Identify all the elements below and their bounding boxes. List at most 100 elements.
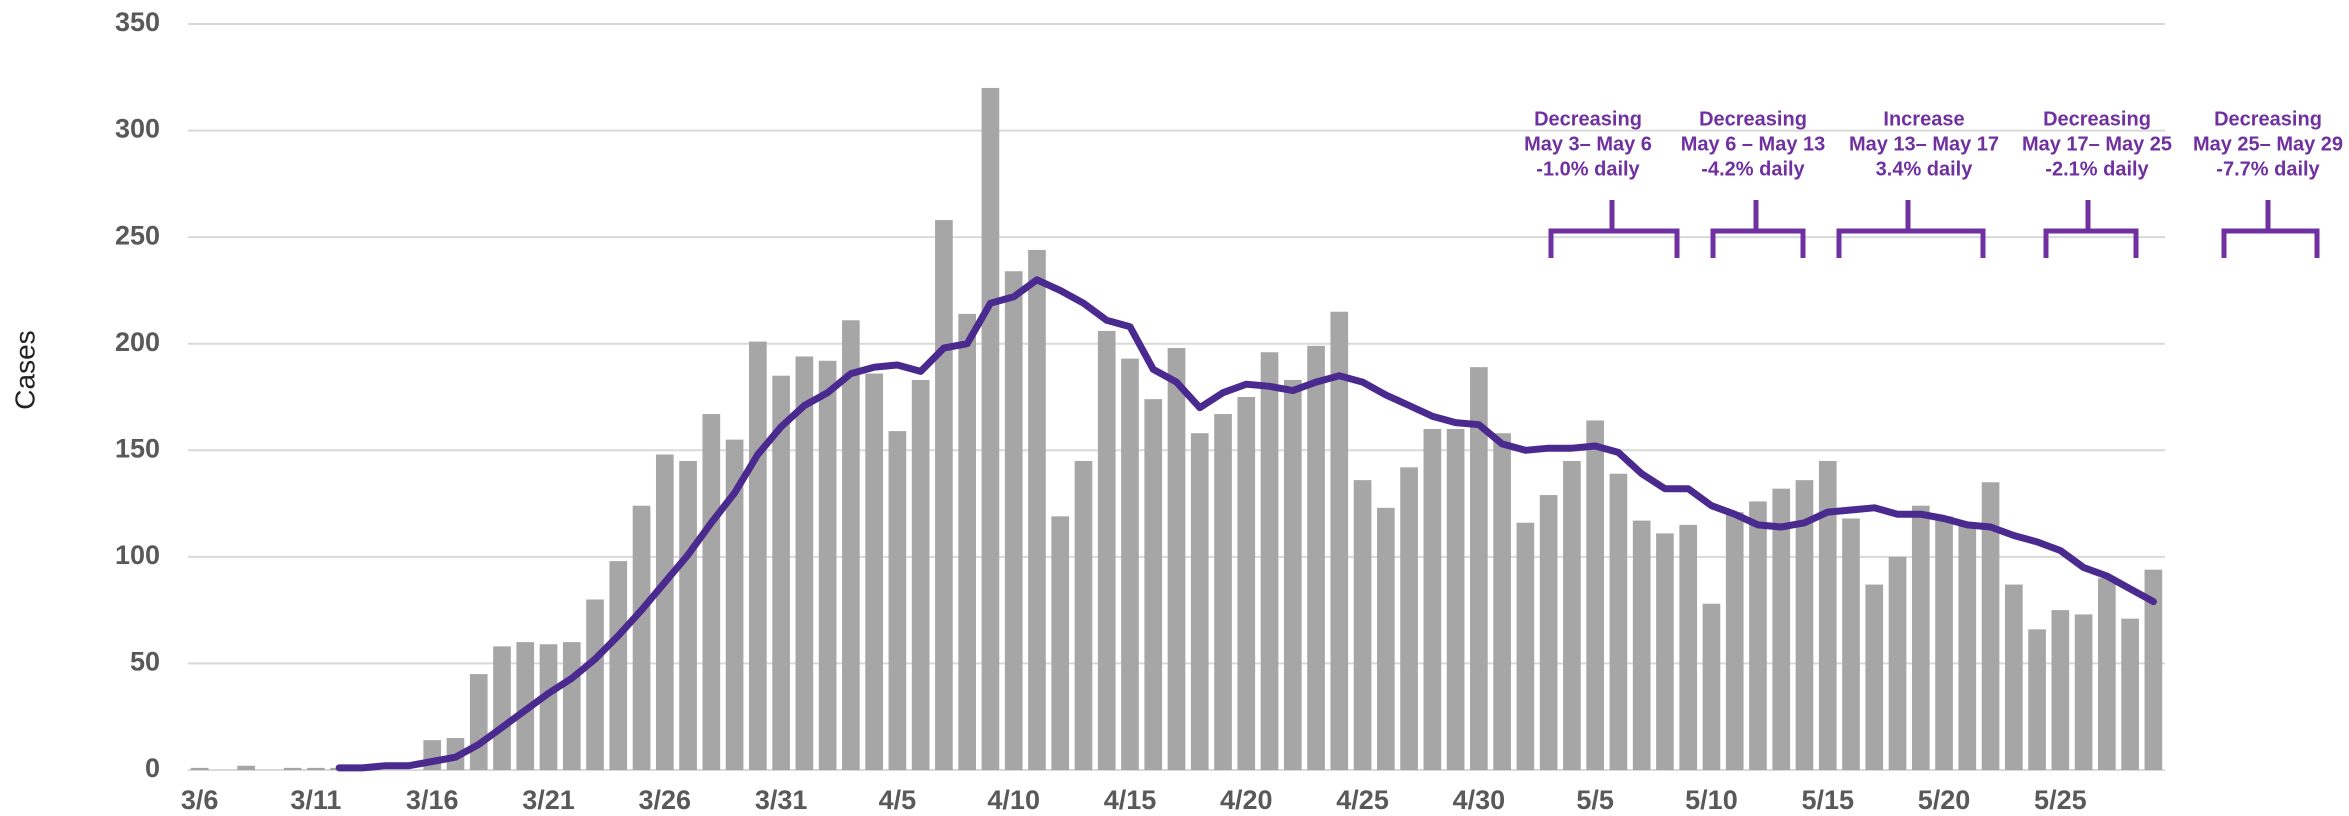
x-tick-label: 3/11 [290,785,341,815]
bar [958,313,977,770]
x-tick-label: 4/25 [1336,785,1389,815]
bar [2051,610,2070,770]
y-tick-label: 0 [145,753,160,783]
bar [539,644,558,770]
annotation-text: May 13– May 17 [1849,133,1999,155]
annotation-text: Decreasing [1699,108,1807,130]
bar [1493,433,1511,770]
annotation-text: May 3– May 6 [1524,133,1652,155]
bar [2028,629,2046,770]
bar [702,414,721,770]
bar [1632,520,1651,770]
bracket [1836,200,1986,258]
bar [1353,480,1372,770]
bar [1097,330,1116,770]
bar [1981,482,2000,770]
bar [1911,505,1930,770]
y-tick-label: 100 [115,540,160,570]
bar [772,375,790,770]
bar [1004,271,1023,770]
x-tick-label: 5/25 [2034,785,2087,815]
bar [2074,614,2093,770]
bar [935,220,953,770]
bar [1842,518,1860,770]
bar [1539,495,1558,770]
bar [1795,480,1814,770]
y-tick-label: 350 [115,7,160,37]
bar [1190,433,1209,770]
bar [2144,569,2163,770]
annotation-text: -7.7% daily [2216,158,2320,180]
bracket [1548,200,1680,258]
bar [2098,578,2116,770]
bar [1586,420,1604,770]
bar [1330,311,1349,770]
bar [190,767,209,770]
bar [911,379,930,770]
annotation-text: May 6 – May 13 [1681,133,1826,155]
bar [725,439,744,770]
annotation-text: -1.0% daily [1536,158,1640,180]
y-tick-label: 200 [115,327,160,357]
x-tick-label: 4/30 [1453,785,1506,815]
bar [1028,249,1046,771]
y-tick-label: 50 [130,647,160,677]
annotation-text: -2.1% daily [2045,158,2149,180]
x-tick-label: 5/20 [1918,785,1971,815]
bar [981,87,1000,770]
bar [632,505,651,770]
bar [609,561,628,770]
bar [1865,584,1884,770]
x-tick-label: 3/31 [755,785,808,815]
bar [655,454,674,770]
bar [307,767,325,770]
x-tick-label: 3/26 [639,785,692,815]
bar [1958,522,1977,770]
bar [1749,501,1767,770]
bar [749,341,767,770]
x-tick-label: 3/16 [406,785,459,815]
bar [795,356,814,770]
bracket [1710,200,1806,258]
bar [1260,352,1279,770]
x-tick-label: 3/6 [181,785,219,815]
y-axis-label: Cases [9,330,40,409]
bar [1516,522,1535,770]
y-tick-label: 150 [115,433,160,463]
bar [1121,358,1139,770]
bar [818,360,837,770]
bracket [2043,200,2139,258]
bar [1144,399,1163,770]
bar [1563,460,1581,770]
bar [1656,533,1674,770]
bar [1051,516,1070,770]
bar [1283,379,1302,770]
bar [888,431,907,770]
bar [586,599,604,770]
bar [1772,488,1791,770]
bar [1214,414,1232,770]
annotation-text: May 25– May 29 [2193,133,2343,155]
x-tick-label: 3/21 [522,785,575,815]
x-tick-label: 4/15 [1104,785,1157,815]
bar [2004,584,2023,770]
annotation-text: May 17– May 25 [2022,133,2172,155]
bar [283,767,302,770]
y-tick-label: 300 [115,114,160,144]
bar [1446,428,1465,770]
bar [1935,516,1953,770]
x-tick-label: 4/10 [987,785,1040,815]
bar [1702,603,1721,770]
bar [1167,347,1186,770]
bar [1609,473,1628,770]
bar [1470,367,1488,770]
bar [842,320,860,770]
bar [865,373,883,770]
bar [237,765,255,770]
bar [1237,397,1256,770]
y-tick-label: 250 [115,220,160,250]
bar [1725,512,1744,770]
x-tick-label: 5/15 [1801,785,1854,815]
bar [469,674,488,770]
bar [562,642,581,770]
